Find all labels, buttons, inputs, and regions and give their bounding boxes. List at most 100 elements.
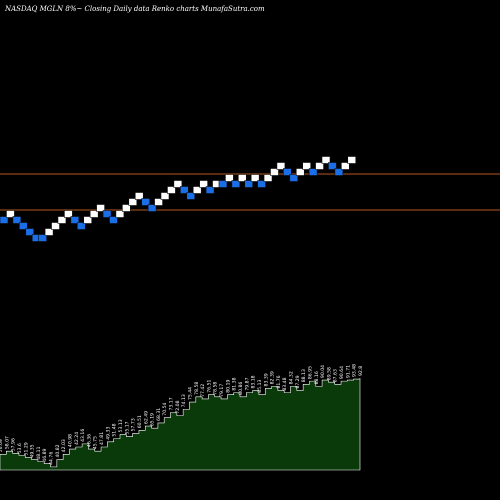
volume-label: 91.71	[345, 365, 351, 378]
renko-brick	[51, 222, 60, 230]
renko-brick	[205, 186, 215, 194]
renko-brick	[122, 204, 131, 212]
volume-label: 42.24	[74, 432, 80, 445]
volume-label: 89.58	[326, 367, 332, 380]
volume-label: 58.07	[4, 436, 10, 449]
renko-brick	[321, 156, 331, 164]
renko-bricks	[0, 156, 357, 242]
renko-brick	[218, 180, 228, 188]
renko-brick	[173, 180, 183, 188]
renko-brick	[186, 192, 196, 200]
volume-label: 65.19	[150, 413, 156, 426]
volume-label: 40.82	[55, 444, 61, 457]
renko-brick	[147, 204, 157, 212]
renko-brick	[102, 210, 112, 218]
volume-label: 57.96	[11, 438, 17, 451]
renko-brick	[160, 192, 170, 200]
volume-label: 56.09	[0, 439, 4, 452]
renko-brick	[283, 168, 292, 176]
volume-label: 79.17	[219, 384, 225, 397]
renko-brick	[270, 168, 279, 176]
renko-brick	[38, 234, 47, 242]
volume-label: 78.58	[213, 382, 219, 395]
volume-label: 90.04	[320, 365, 326, 378]
volume-label: 48.11	[36, 446, 42, 459]
volume-label: 40.98	[67, 434, 73, 447]
volume-label: 53.13	[118, 419, 124, 432]
renko-brick	[6, 210, 15, 218]
volume-label: 46.36	[86, 434, 92, 447]
volume-label: 87.63	[333, 369, 339, 382]
volume-label: 84.32	[289, 371, 295, 384]
volume-label: 43.16	[80, 429, 86, 442]
volume-label: 42.03	[61, 439, 67, 452]
volume-label: 57.73	[131, 418, 137, 431]
volume-label: 88.13	[301, 369, 307, 382]
renko-brick	[57, 216, 67, 224]
renko-brick	[64, 210, 73, 218]
level-lines	[0, 173, 500, 211]
renko-brick	[199, 180, 208, 188]
volume-label: 73.17	[169, 397, 175, 410]
renko-brick	[83, 216, 93, 224]
volume-label: 88.16	[314, 371, 320, 384]
volume-label: 55.17	[124, 421, 130, 434]
renko-brick	[257, 180, 266, 188]
volume-label: 60.51	[137, 415, 143, 428]
renko-brick	[89, 210, 99, 218]
volume-label: 77.42	[200, 384, 206, 397]
volume-label: 49.33	[105, 427, 111, 440]
volume-label: 81.76	[276, 375, 282, 388]
volume-label: 62.49	[143, 411, 149, 424]
renko-brick	[96, 204, 105, 212]
volume-label: 76.51	[206, 379, 212, 392]
volume-label: 51.48	[112, 423, 118, 436]
volume-label: 78.58	[194, 382, 200, 395]
volume-label: 45.75	[93, 436, 99, 449]
renko-brick	[128, 198, 138, 206]
volume-label: 86.95	[307, 366, 313, 379]
renko-brick	[308, 168, 318, 176]
volume-label: 51.29	[23, 442, 29, 455]
renko-brick	[276, 162, 286, 170]
volume-label: 53.6	[17, 443, 23, 453]
volume-label: 47.81	[99, 432, 105, 445]
renko-brick	[109, 216, 118, 224]
volume-label: 68.31	[156, 408, 162, 421]
renko-brick	[134, 192, 144, 200]
volume-label: 93.48	[352, 364, 358, 377]
volume-label: 75.44	[187, 387, 193, 400]
renko-brick	[192, 186, 202, 194]
renko-brick	[250, 174, 260, 182]
renko-brick	[231, 180, 241, 188]
renko-brick	[289, 174, 299, 182]
volume-label: 87.29	[295, 375, 301, 388]
renko-brick	[263, 174, 273, 182]
volume-label: 90.64	[339, 366, 345, 379]
renko-brick	[347, 156, 357, 164]
renko-brick	[341, 162, 350, 170]
renko-brick	[19, 222, 28, 230]
renko-brick	[334, 168, 344, 176]
volume-area	[0, 378, 361, 471]
volume-label: 79.87	[244, 377, 250, 390]
volume-label: 80.86	[238, 382, 244, 395]
renko-brick	[141, 198, 150, 206]
renko-brick	[167, 186, 176, 194]
renko-brick	[225, 174, 234, 182]
renko-brick	[295, 168, 305, 176]
volume-label: 83.18	[251, 375, 257, 388]
renko-brick	[12, 216, 22, 224]
volume-label: 83.39	[263, 373, 269, 386]
renko-brick	[315, 162, 324, 170]
volume-label: 74.13	[181, 394, 187, 407]
volume-label: 70.54	[162, 402, 168, 415]
volume-label: 46.89	[42, 448, 48, 461]
volume-label: 85.13	[257, 379, 263, 392]
renko-brick	[76, 222, 86, 230]
chart-title: NASDAQ MGLN 8%~ Closing Daily data Renko…	[4, 5, 265, 13]
volume-label: 92.8	[358, 366, 364, 376]
renko-brick	[180, 186, 189, 194]
volume-label: 83.48	[282, 377, 288, 390]
